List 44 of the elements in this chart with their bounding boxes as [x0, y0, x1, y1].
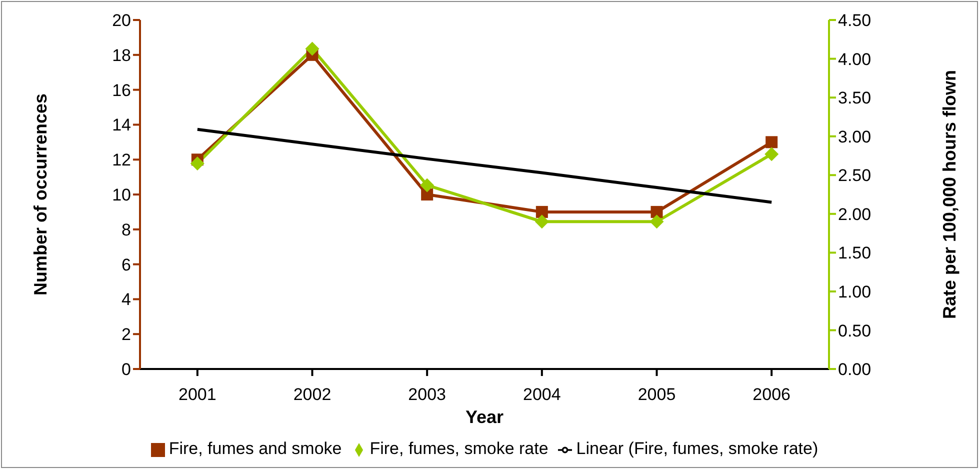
- y-tick-label: 8: [122, 220, 131, 240]
- y-axis-title: Number of occurrences: [30, 93, 50, 296]
- point: [190, 156, 204, 170]
- legend-label: Fire, fumes and smoke: [168, 439, 342, 458]
- point: [534, 214, 549, 229]
- y-tick-label: 4: [122, 290, 131, 310]
- legend-label: Linear (Fire, fumes, smoke rate): [576, 439, 818, 458]
- y2-tick-label: 4.00: [838, 50, 872, 69]
- point: [536, 206, 548, 218]
- x-tick-label: 2005: [638, 385, 676, 404]
- y-tick-label: 14: [112, 116, 131, 135]
- line-series: [196, 128, 774, 204]
- y2-tick-label: 0.00: [838, 360, 872, 380]
- y2-tick-label: 1.50: [838, 244, 872, 263]
- y-tick-label: 12: [112, 150, 131, 170]
- y-tick-label: 20: [112, 11, 131, 30]
- y2-tick-label: 0.50: [838, 321, 872, 340]
- y2-tick-label: 2.00: [838, 204, 872, 224]
- y-tick-label: 16: [112, 80, 131, 100]
- y-tick-label: 10: [112, 186, 131, 205]
- y2-tick-label: 3.00: [838, 127, 872, 146]
- y-tick-label: 2: [122, 325, 131, 344]
- y-tick-label: 6: [122, 255, 131, 274]
- y-tick-label: 18: [112, 46, 131, 65]
- x-tick-label: 2004: [523, 385, 561, 404]
- point: [650, 206, 663, 218]
- x-tick-label: 2002: [293, 385, 332, 404]
- y2-tick-label: 3.50: [838, 88, 872, 108]
- y2-tick-label: 1.00: [838, 282, 872, 302]
- x-tick-label: 2003: [408, 385, 446, 404]
- point: [764, 147, 779, 162]
- point: [650, 214, 664, 229]
- point: [420, 178, 434, 192]
- y2-tick-label: 4.50: [838, 11, 872, 30]
- y-tick-label: 0: [122, 360, 131, 380]
- y2-tick-label: 2.50: [838, 166, 872, 186]
- x-tick-label: 2001: [178, 385, 216, 404]
- x-tick-label: 2006: [752, 385, 790, 404]
- point: [421, 188, 434, 200]
- legend-label: Fire, fumes, smoke rate: [370, 439, 548, 458]
- point: [766, 136, 778, 148]
- point: [305, 42, 320, 56]
- y2-axis-title: Rate per 100,000 hours flown: [939, 70, 960, 320]
- x-axis-title: Year: [465, 407, 504, 427]
